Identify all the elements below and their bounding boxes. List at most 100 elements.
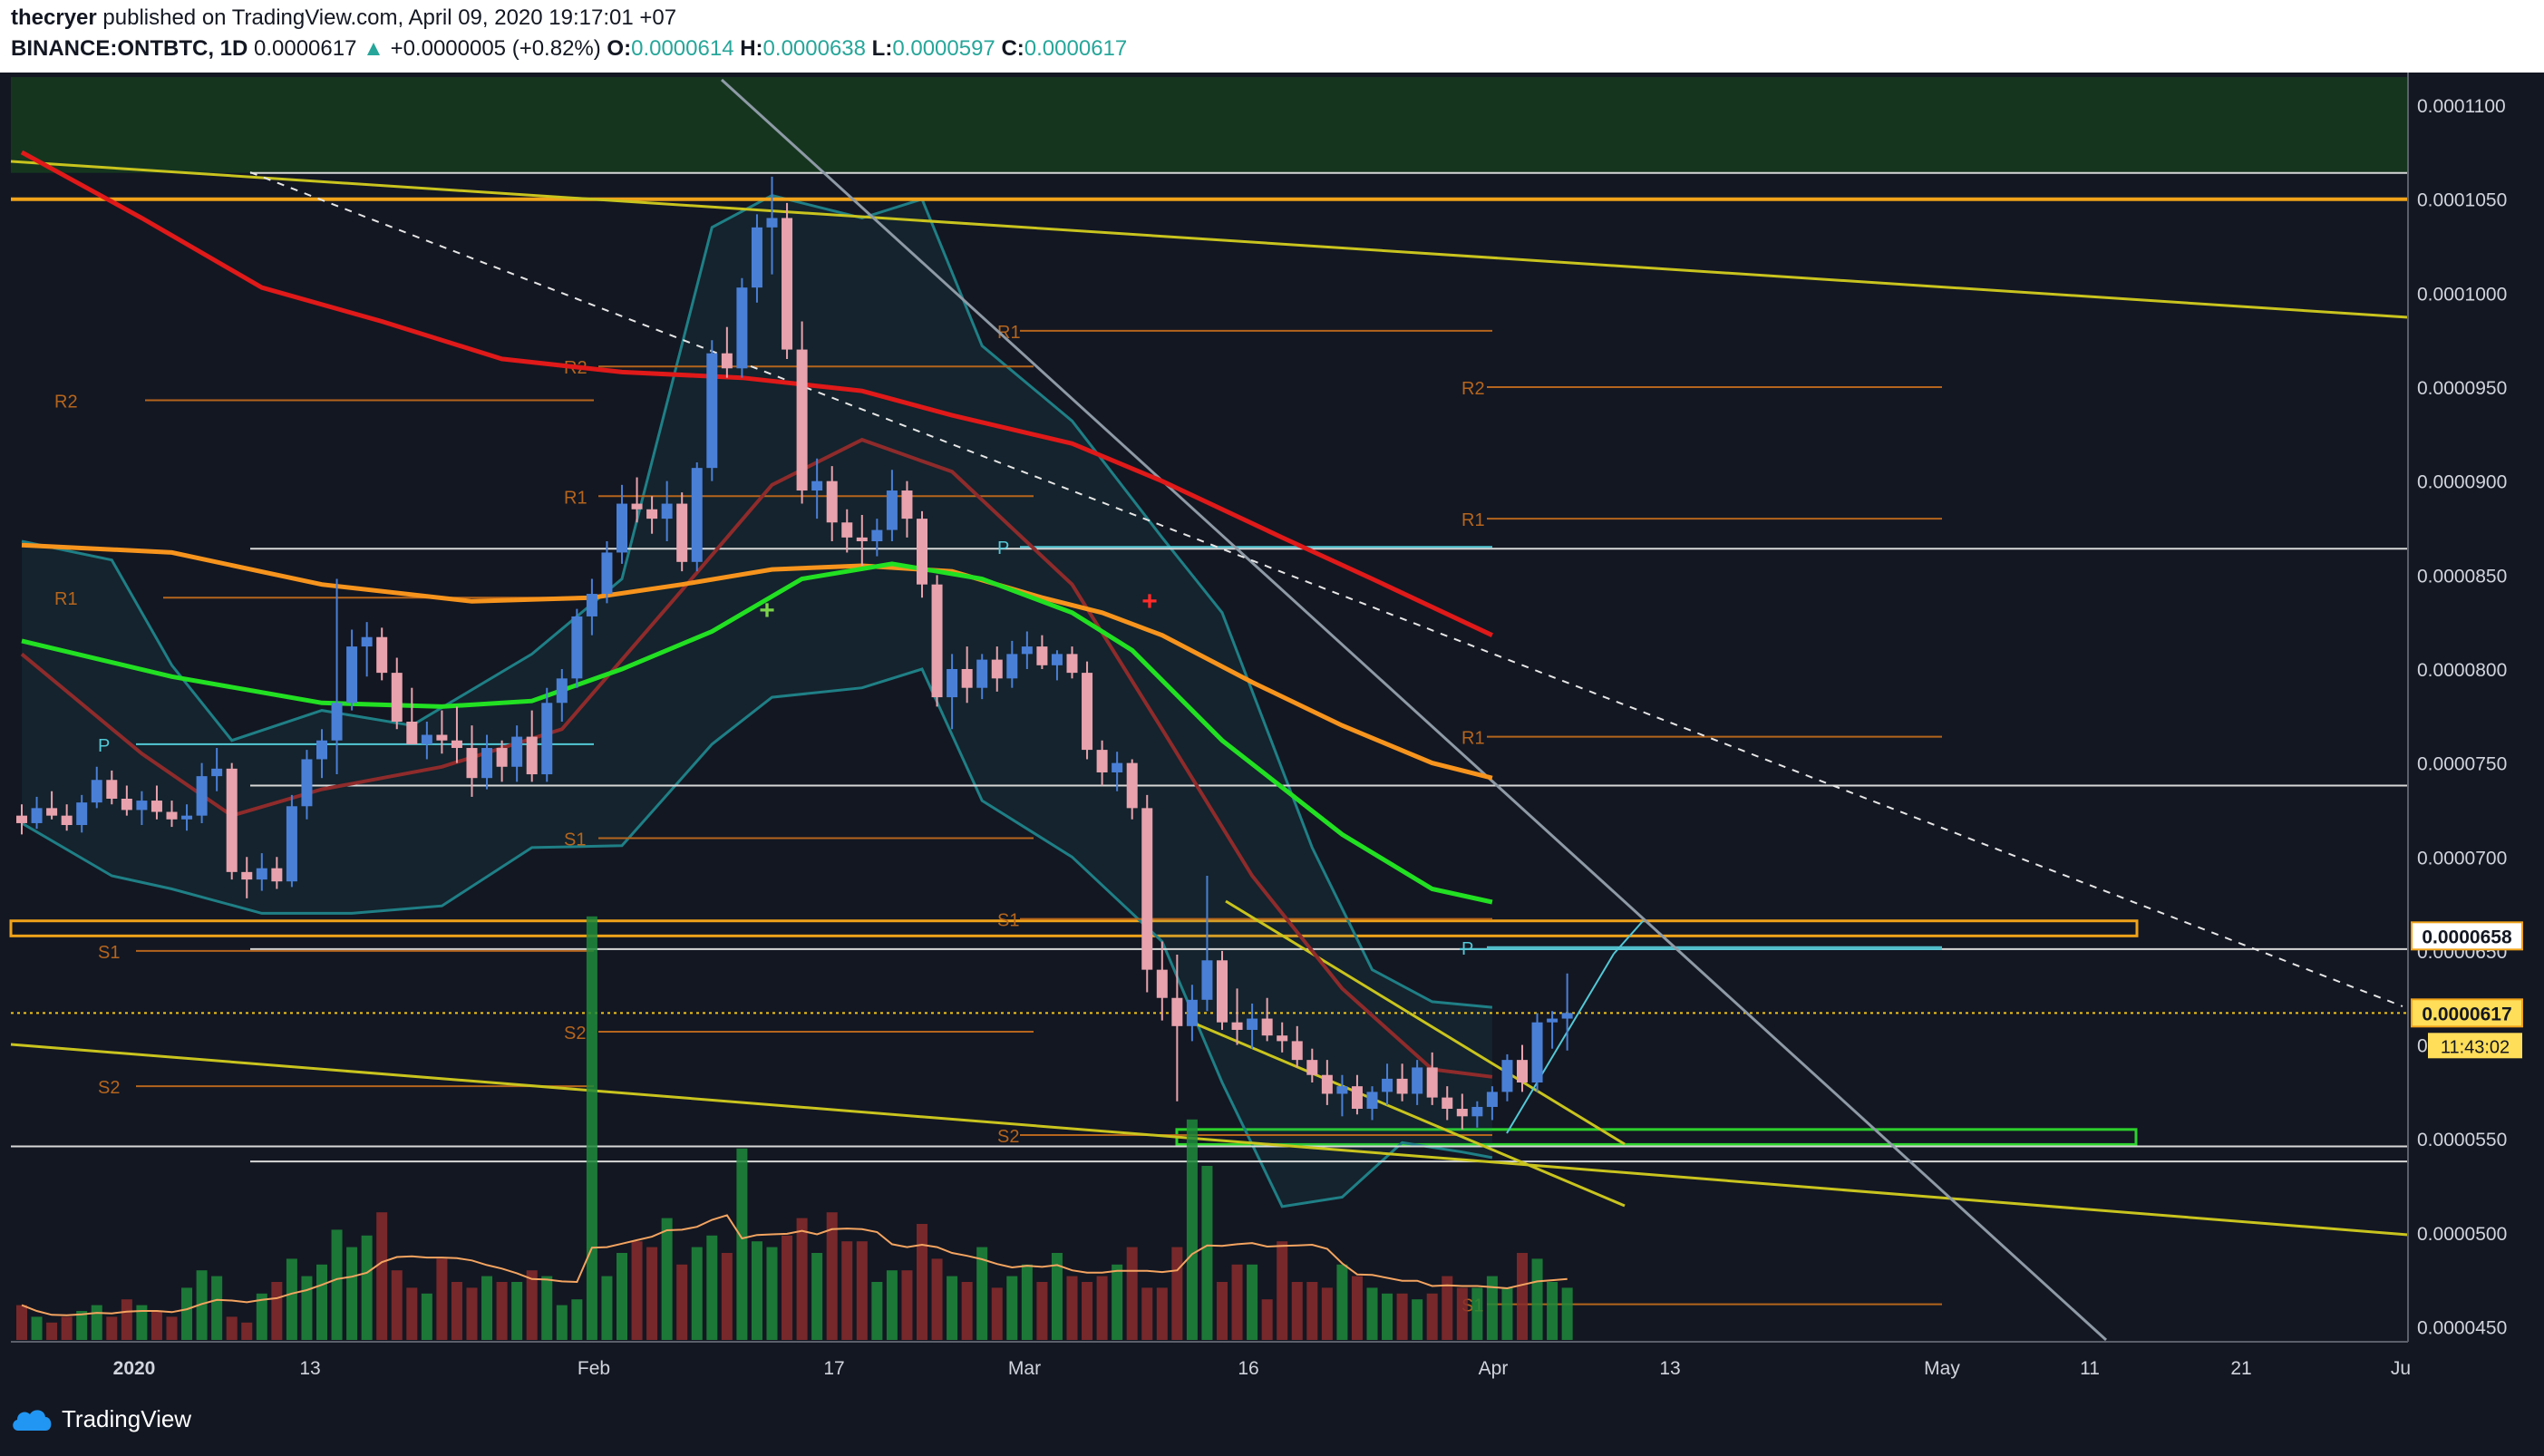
open-value: 0.0000614 — [631, 36, 734, 61]
author-name[interactable]: thecryer — [11, 5, 97, 30]
candle-body — [1247, 1018, 1258, 1030]
candle — [1036, 635, 1048, 669]
candle-body — [1366, 1092, 1378, 1110]
volume-bar — [46, 1322, 58, 1340]
x-tick-label: Mar — [1008, 1358, 1041, 1379]
y-tick-label: 0.0001100 — [2417, 96, 2506, 117]
candle — [151, 785, 162, 820]
candle-body — [1501, 1060, 1513, 1092]
candle-body — [91, 780, 102, 803]
volume-bar — [421, 1293, 432, 1340]
price-chart[interactable]: R1R2R1R2R1PS1S2S1S2R1PR1R2S1S2PS1 ++ 0.0… — [0, 73, 2544, 1396]
volume-bar — [1126, 1247, 1138, 1340]
candle — [1382, 1063, 1393, 1105]
high-value: 0.0000638 — [762, 36, 866, 61]
last-price-label: 0.0000617 — [2422, 1004, 2511, 1024]
volume-bar — [1531, 1258, 1543, 1340]
candle — [181, 804, 193, 831]
high-label: H: — [740, 36, 763, 61]
candle-body — [346, 646, 358, 704]
x-tick-label: Apr — [1479, 1358, 1509, 1379]
countdown-box — [2428, 1033, 2522, 1059]
candle-body — [631, 503, 643, 510]
volume-bar — [16, 1305, 27, 1340]
candle-body — [571, 616, 583, 679]
candle — [481, 734, 493, 790]
candles-layer — [16, 176, 1573, 1130]
price-change: +0.0000005 (+0.82%) — [390, 36, 601, 61]
candle-body — [31, 808, 43, 823]
y-tick-label: 0.0000700 — [2417, 848, 2507, 869]
candle-body — [301, 759, 313, 807]
candle — [931, 575, 943, 707]
candle — [511, 725, 523, 782]
candle — [646, 496, 658, 534]
candle-body — [736, 287, 748, 369]
volume-bar — [286, 1258, 297, 1340]
candle — [601, 541, 613, 604]
candle-body — [61, 815, 73, 826]
volume-bar — [61, 1316, 73, 1340]
candle — [1082, 661, 1093, 760]
candle — [421, 722, 432, 760]
candle — [917, 510, 927, 598]
candle — [226, 762, 238, 880]
publisher-line: thecryer published on TradingView.com, A… — [11, 5, 676, 31]
candle — [1366, 1086, 1378, 1121]
projection-arrow — [1613, 920, 1644, 955]
candle-body — [421, 734, 432, 744]
candle — [1021, 631, 1033, 669]
volume-bar — [1351, 1276, 1363, 1340]
symbol-name[interactable]: BINANCE:ONTBTC, 1D — [11, 36, 248, 61]
candle-body — [1382, 1078, 1393, 1092]
volume-bar — [1021, 1264, 1033, 1340]
yellow-downtrend-upper — [10, 160, 2409, 319]
volume-bar — [511, 1282, 523, 1340]
candle-body — [886, 490, 898, 530]
volume-bar — [151, 1311, 162, 1340]
candle — [691, 461, 703, 572]
marks-layer: + + — [759, 587, 1158, 626]
candle-body — [121, 799, 132, 811]
candle-body — [1201, 960, 1213, 1000]
volume-bar — [1501, 1287, 1513, 1340]
candle-body — [481, 748, 493, 779]
x-tick-label: May — [1924, 1358, 1960, 1379]
ema-green-line — [21, 561, 1493, 905]
tradingview-logo[interactable]: TradingView — [11, 1405, 191, 1433]
candle — [166, 801, 178, 828]
candle-body — [856, 537, 868, 542]
candle — [346, 629, 358, 711]
candle-body — [316, 740, 327, 760]
y-tick-label: 0.0000550 — [2417, 1130, 2507, 1150]
candle-body — [151, 801, 162, 812]
candle — [886, 470, 898, 542]
volume-bar — [496, 1282, 508, 1340]
yellow-downtrend-lower — [10, 1043, 2409, 1237]
candle-body — [1336, 1086, 1348, 1094]
candle-body — [931, 584, 943, 698]
candle — [1291, 1025, 1303, 1068]
candle — [1171, 955, 1183, 1102]
brand-name: TradingView — [62, 1405, 192, 1432]
candle-body — [1531, 1022, 1543, 1083]
candle — [1217, 950, 1228, 1030]
volume-bar — [751, 1241, 762, 1340]
candle — [241, 857, 253, 898]
golden-cross-marker: + — [759, 596, 775, 626]
close-value: 0.0000617 — [1024, 36, 1128, 61]
volume-bar — [886, 1270, 898, 1340]
candle — [1156, 941, 1168, 1021]
volume-bar — [1456, 1287, 1468, 1340]
volume-bar — [1261, 1299, 1273, 1340]
volume-bar — [617, 1253, 627, 1340]
candle-body — [511, 736, 523, 767]
candle-body — [586, 594, 597, 616]
volume-bar — [811, 1253, 823, 1340]
candle-body — [76, 802, 88, 826]
chart-area[interactable]: R1R2R1R2R1PS1S2S1S2R1PR1R2S1S2PS1 ++ 0.0… — [0, 73, 2544, 1451]
volume-bar — [1036, 1282, 1048, 1340]
candle-body — [661, 503, 673, 519]
candle — [211, 748, 223, 791]
volume-bar — [1486, 1276, 1498, 1340]
